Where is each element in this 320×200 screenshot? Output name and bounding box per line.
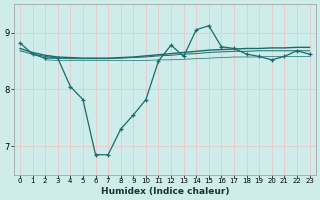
X-axis label: Humidex (Indice chaleur): Humidex (Indice chaleur) bbox=[100, 187, 229, 196]
